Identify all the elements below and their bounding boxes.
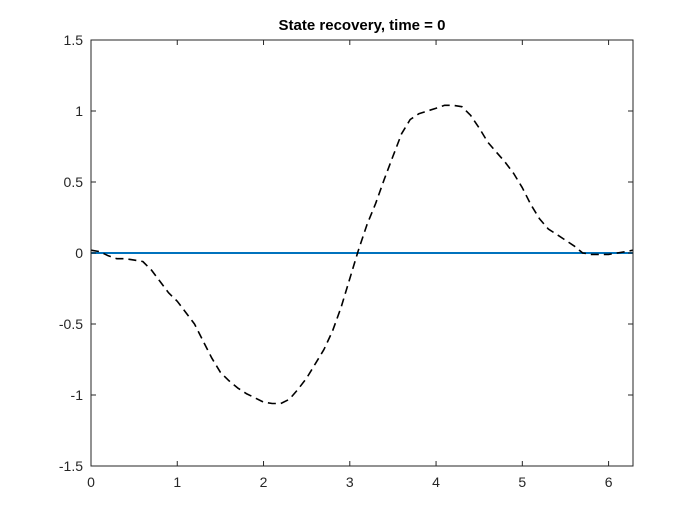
y-tick-label: -0.5: [59, 316, 83, 332]
x-tick-label: 6: [605, 474, 613, 490]
x-tick-label: 3: [346, 474, 354, 490]
x-tick-label: 1: [173, 474, 181, 490]
y-tick-label: 1: [75, 103, 83, 119]
y-axis: -1.5 -1 -0.5 0 0.5 1 1.5: [59, 32, 633, 474]
x-tick-label: 5: [518, 474, 526, 490]
plot-lines: [90, 104, 634, 405]
y-tick-label: -1: [71, 387, 84, 403]
x-tick-label: 0: [87, 474, 95, 490]
y-tick-label: 0: [75, 245, 83, 261]
chart-title: State recovery, time = 0: [279, 17, 446, 34]
x-tick-label: 2: [260, 474, 268, 490]
axes-box: [90, 39, 634, 467]
y-tick-label: 0.5: [64, 174, 84, 190]
y-tick-label: -1.5: [59, 458, 83, 474]
recovered-state-line: [90, 104, 634, 405]
x-tick-label: 4: [432, 474, 440, 490]
y-tick-label: 1.5: [64, 32, 84, 48]
